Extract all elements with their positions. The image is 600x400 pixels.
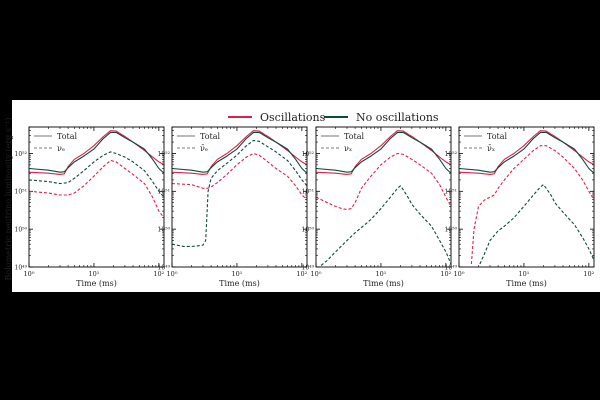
figure-background xyxy=(12,100,600,292)
series-line-flavor-no-oscillations xyxy=(29,151,164,198)
y-tick-label: 10⁵² xyxy=(158,151,171,158)
x-tick-label: 10² xyxy=(583,270,594,278)
x-tick-label: 10⁰ xyxy=(311,270,322,278)
y-tick-label: 10⁵² xyxy=(15,151,28,158)
series-line-flavor-oscillations xyxy=(316,152,451,211)
y-tick-label: 10⁵⁰ xyxy=(302,226,315,233)
series-line-flavor-no-oscillations xyxy=(479,184,594,265)
series-line-flavor-oscillations xyxy=(470,145,594,265)
y-tick-label: 10⁵⁰ xyxy=(158,226,171,233)
series-line-total-no-oscillations xyxy=(172,131,307,174)
legend-label-oscillations: Oscillations xyxy=(260,111,326,124)
x-tick-label: 10¹ xyxy=(518,270,529,278)
y-tick-label: 10⁴⁹ xyxy=(15,264,28,271)
panel-frame xyxy=(28,126,165,268)
x-axis-label: Time (ms) xyxy=(76,279,117,288)
series-group xyxy=(29,130,164,219)
inner-legend-label-total: Total xyxy=(200,132,221,141)
inner-legend-label-flavor: νₓ xyxy=(344,144,352,153)
series-line-flavor-oscillations xyxy=(172,152,307,201)
panel-frame xyxy=(171,126,308,268)
figure-legend: Oscillations No oscillations xyxy=(228,111,439,124)
x-tick-label: 10¹ xyxy=(88,270,99,278)
panel-4: 10⁰ 10¹ 10² 10⁴⁹ 10⁵⁰ 10⁵¹ 10⁵² Total ν̄ₓ Time (m… xyxy=(445,126,595,288)
series-line-total-no-oscillations xyxy=(459,131,594,174)
y-tick-label: 10⁵⁰ xyxy=(15,226,28,233)
y-tick-label: 10⁵¹ xyxy=(158,189,170,196)
y-tick-label: 10⁴⁹ xyxy=(302,264,315,271)
panel-1: 10⁰ 10¹ 10² 10⁴⁹ 10⁵⁰ 10⁵¹ 10⁵² Total νₑ Time (ms… xyxy=(15,126,165,288)
series-group xyxy=(316,130,451,266)
x-tick-label: 10² xyxy=(296,270,307,278)
series-group xyxy=(459,130,594,265)
x-axis-label: Time (ms) xyxy=(219,279,260,288)
series-line-total-no-oscillations xyxy=(316,131,451,174)
inner-legend-label-total: Total xyxy=(57,132,78,141)
panel-2: 10⁰ 10¹ 10² 10⁴⁹ 10⁵⁰ 10⁵¹ 10⁵² Total ν̄ₑ Time (m… xyxy=(158,126,308,288)
y-tick-label: 10⁵² xyxy=(445,151,458,158)
series-line-flavor-no-oscillations xyxy=(320,185,451,266)
panel-frame xyxy=(458,126,595,268)
y-tick-label: 10⁴⁹ xyxy=(158,264,171,271)
series-group xyxy=(172,130,307,247)
legend-label-no-oscillations: No oscillations xyxy=(356,111,439,124)
panel-frame xyxy=(315,126,452,268)
y-tick-label: 10⁵¹ xyxy=(302,189,314,196)
x-tick-label: 10¹ xyxy=(231,270,242,278)
inner-legend-label-flavor: ν̄ₑ xyxy=(200,144,208,153)
y-tick-label: 10⁵¹ xyxy=(445,189,457,196)
x-axis-label: Time (ms) xyxy=(363,279,404,288)
inner-legend-label-flavor: νₑ xyxy=(57,144,65,153)
x-tick-label: 10¹ xyxy=(375,270,386,278)
y-axis-label: Bolometric neutrino luminosity (erg s⁻¹) xyxy=(4,118,13,281)
series-line-flavor-no-oscillations xyxy=(172,139,307,247)
inner-legend-label-flavor: ν̄ₓ xyxy=(487,144,495,153)
y-tick-label: 10⁵⁰ xyxy=(445,226,458,233)
series-line-total-no-oscillations xyxy=(29,131,164,174)
panel-3: 10⁰ 10¹ 10² 10⁴⁹ 10⁵⁰ 10⁵¹ 10⁵² Total νₓ Time (ms… xyxy=(302,126,452,288)
inner-legend-label-total: Total xyxy=(344,132,365,141)
y-tick-label: 10⁵¹ xyxy=(15,189,27,196)
x-axis-label: Time (ms) xyxy=(506,279,547,288)
x-tick-label: 10⁰ xyxy=(167,270,178,278)
y-tick-label: 10⁴⁹ xyxy=(445,264,458,271)
series-line-flavor-oscillations xyxy=(29,159,164,219)
x-tick-label: 10² xyxy=(440,270,451,278)
x-tick-label: 10⁰ xyxy=(454,270,465,278)
x-tick-label: 10² xyxy=(153,270,164,278)
y-tick-label: 10⁵² xyxy=(302,151,315,158)
x-tick-label: 10⁰ xyxy=(24,270,35,278)
inner-legend-label-total: Total xyxy=(487,132,508,141)
